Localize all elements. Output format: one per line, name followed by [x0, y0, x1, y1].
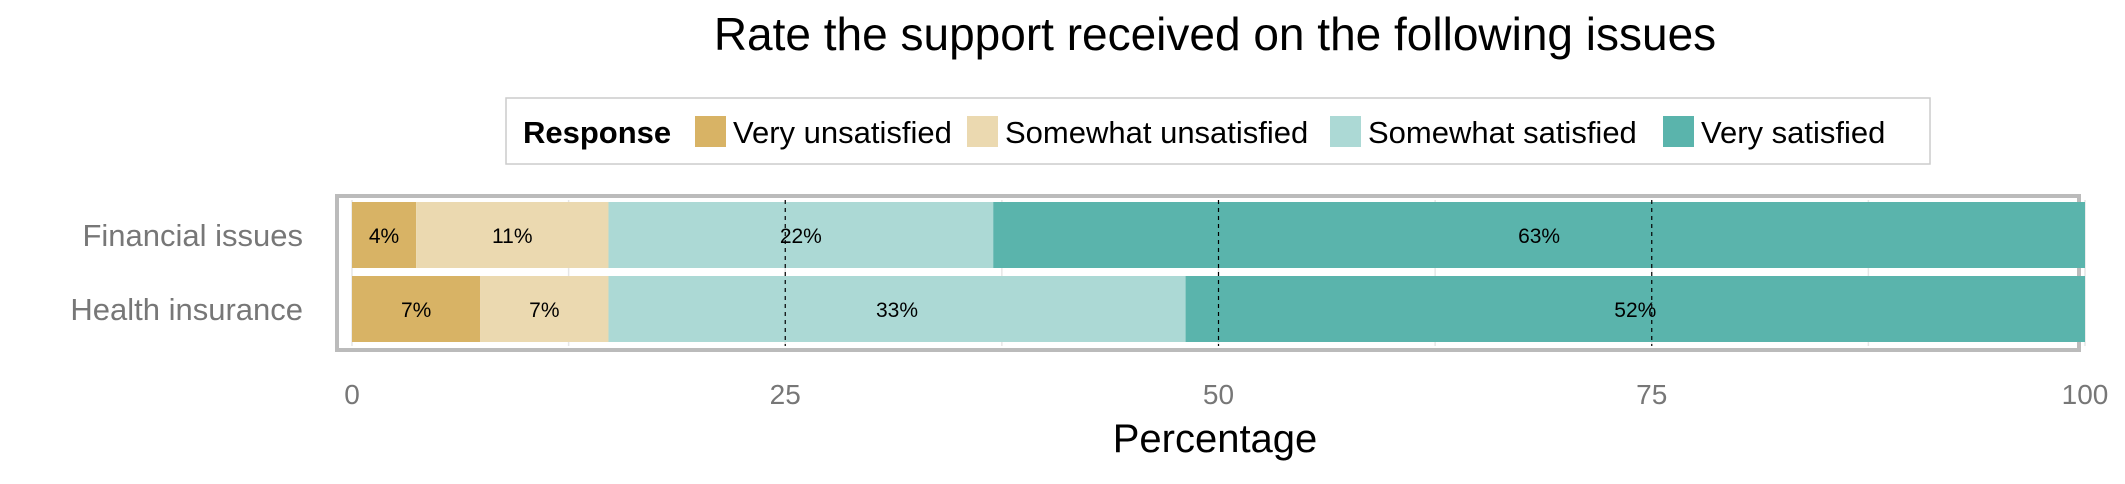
- data-label: 11%: [492, 225, 532, 248]
- data-label: 4%: [369, 225, 399, 248]
- data-labels: 4% 11% 22% 63% 7% 7% 33% 52%: [369, 225, 1656, 322]
- legend-key: [967, 116, 998, 147]
- chart-title: Rate the support received on the followi…: [714, 8, 1716, 60]
- category-label: Financial issues: [82, 218, 303, 253]
- bar-segment: [1185, 276, 2085, 342]
- data-label: 63%: [1518, 225, 1560, 248]
- x-tick-label: 0: [344, 379, 360, 410]
- legend-title: Response: [523, 115, 671, 150]
- data-label: 22%: [780, 225, 822, 248]
- x-axis-ticks: 0 25 50 75 100: [344, 379, 2108, 410]
- category-labels: Financial issues Health insurance: [70, 218, 303, 327]
- legend-key: [1663, 116, 1694, 147]
- data-label: 7%: [401, 299, 431, 322]
- legend-key: [695, 116, 726, 147]
- bar-segment: [352, 202, 417, 268]
- data-label: 33%: [876, 299, 918, 322]
- bar-segment: [416, 202, 609, 268]
- bar-segment: [608, 276, 1186, 342]
- data-label: 52%: [1614, 299, 1656, 322]
- legend-label: Somewhat unsatisfied: [1005, 115, 1308, 150]
- bar-segment: [608, 202, 994, 268]
- legend-label: Very unsatisfied: [733, 115, 952, 150]
- legend: Response Very unsatisfied Somewhat unsati…: [505, 97, 1931, 165]
- x-tick-label: 100: [2062, 379, 2109, 410]
- bars: [352, 202, 2086, 342]
- plot-panel-border: [335, 194, 2081, 352]
- legend-label: Somewhat satisfied: [1368, 115, 1637, 150]
- reference-lines: [784, 200, 1653, 346]
- x-tick-label: 50: [1203, 379, 1234, 410]
- x-axis-title: Percentage: [1113, 417, 1318, 461]
- legend-key: [1330, 116, 1361, 147]
- bar-segment: [352, 276, 481, 342]
- x-tick-label: 25: [770, 379, 801, 410]
- legend-label: Very satisfied: [1701, 115, 1885, 150]
- category-label: Health insurance: [70, 292, 303, 327]
- x-tick-label: 75: [1636, 379, 1667, 410]
- data-label: 7%: [529, 299, 559, 322]
- bar-segment: [480, 276, 609, 342]
- bar-segment: [993, 202, 2086, 268]
